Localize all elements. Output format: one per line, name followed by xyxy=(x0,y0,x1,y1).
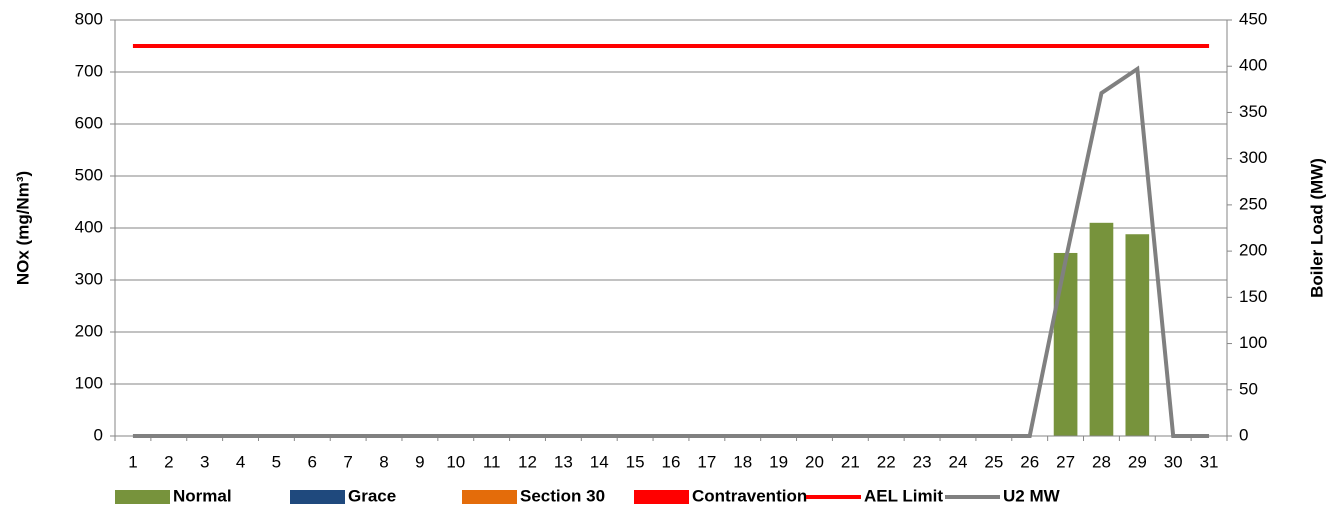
x-tick-label: 1 xyxy=(128,452,137,471)
x-tick-label: 5 xyxy=(272,452,281,471)
bar xyxy=(1089,222,1114,436)
y-tick-label: 200 xyxy=(75,321,103,340)
legend-label: AEL Limit xyxy=(864,486,943,505)
x-tick-label: 9 xyxy=(415,452,424,471)
x-tick-label: 3 xyxy=(200,452,209,471)
y2-tick-label: 150 xyxy=(1239,287,1267,306)
x-tick-label: 24 xyxy=(949,452,968,471)
x-tick-label: 16 xyxy=(662,452,681,471)
y-axis-label: NOx (mg/Nm³) xyxy=(13,171,32,285)
x-tick-label: 22 xyxy=(877,452,896,471)
x-tick-label: 19 xyxy=(769,452,788,471)
x-tick-label: 2 xyxy=(164,452,173,471)
legend-label: Grace xyxy=(348,486,396,505)
y2-tick-label: 300 xyxy=(1239,148,1267,167)
x-tick-label: 6 xyxy=(308,452,317,471)
x-tick-label: 11 xyxy=(483,452,501,471)
x-tick-label: 23 xyxy=(913,452,932,471)
x-tick-label: 29 xyxy=(1128,452,1147,471)
legend-label: Section 30 xyxy=(520,486,605,505)
x-tick-label: 27 xyxy=(1056,452,1075,471)
y2-tick-label: 200 xyxy=(1239,241,1267,260)
y-tick-label: 500 xyxy=(75,165,103,184)
y2-tick-label: 350 xyxy=(1239,102,1267,121)
y2-tick-label: 50 xyxy=(1239,379,1258,398)
legend-swatch xyxy=(115,490,170,504)
x-tick-label: 10 xyxy=(446,452,465,471)
legend-label: U2 MW xyxy=(1003,486,1061,505)
x-tick-label: 14 xyxy=(590,452,609,471)
x-tick-label: 13 xyxy=(554,452,573,471)
legend-label: Normal xyxy=(173,486,232,505)
y2-tick-label: 100 xyxy=(1239,333,1267,352)
legend-swatch xyxy=(290,490,345,504)
x-tick-label: 17 xyxy=(697,452,716,471)
x-tick-label: 20 xyxy=(805,452,824,471)
x-tick-label: 12 xyxy=(518,452,537,471)
y-tick-label: 100 xyxy=(75,373,103,392)
y-tick-label: 700 xyxy=(75,61,103,80)
legend-swatch xyxy=(462,490,517,504)
line-series xyxy=(132,65,1210,438)
y2-tick-label: 400 xyxy=(1239,56,1267,75)
x-tick-label: 8 xyxy=(379,452,388,471)
x-tick-label: 15 xyxy=(626,452,645,471)
x-tick-label: 30 xyxy=(1164,452,1183,471)
y2-axis-label: Boiler Load (MW) xyxy=(1307,158,1326,298)
x-tick-label: 4 xyxy=(236,452,245,471)
x-tick-label: 28 xyxy=(1092,452,1111,471)
legend-swatch xyxy=(634,490,689,504)
y-tick-label: 600 xyxy=(75,113,103,132)
x-tick-label: 26 xyxy=(1020,452,1039,471)
y-tick-label: 800 xyxy=(75,9,103,28)
y-tick-label: 400 xyxy=(75,217,103,236)
x-tick-label: 21 xyxy=(841,452,860,471)
bar xyxy=(1125,234,1150,436)
x-tick-label: 25 xyxy=(984,452,1003,471)
x-tick-label: 18 xyxy=(733,452,752,471)
y2-tick-label: 250 xyxy=(1239,194,1267,213)
y2-tick-label: 450 xyxy=(1239,9,1267,28)
legend-label: Contravention xyxy=(692,486,807,505)
y-tick-label: 300 xyxy=(75,269,103,288)
bar xyxy=(1053,252,1078,436)
x-tick-label: 7 xyxy=(343,452,352,471)
y-tick-label: 0 xyxy=(94,425,103,444)
x-tick-label: 31 xyxy=(1200,452,1219,471)
y2-tick-label: 0 xyxy=(1239,425,1248,444)
